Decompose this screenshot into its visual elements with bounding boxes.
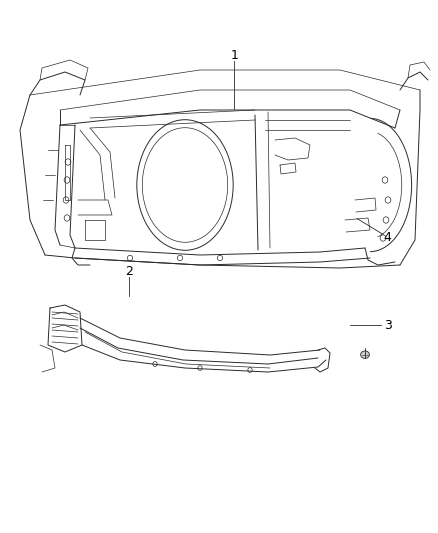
Ellipse shape [360,351,369,358]
Text: 4: 4 [384,231,392,244]
Text: 3: 3 [384,319,392,332]
Text: 2: 2 [125,265,133,278]
Text: 1: 1 [230,50,238,62]
